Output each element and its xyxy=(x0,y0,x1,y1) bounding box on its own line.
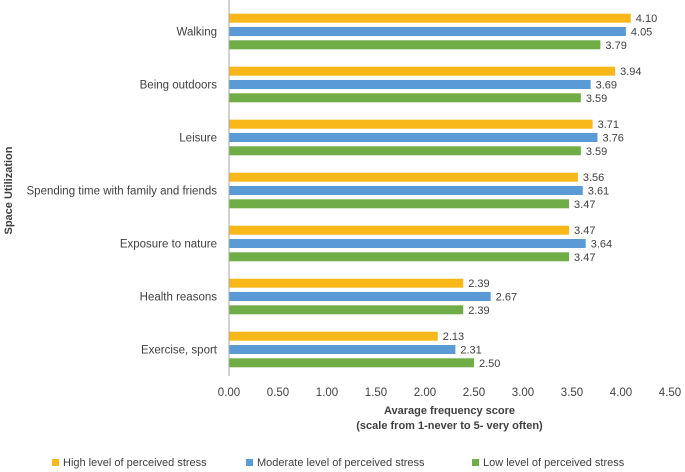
x-tick-label-7: 3.50 xyxy=(561,387,583,399)
legend-swatch-0 xyxy=(52,459,59,466)
y-axis-title: Space Utilization xyxy=(3,146,15,234)
data-label-4-1: 3.64 xyxy=(591,239,612,251)
bar-3-1 xyxy=(229,186,583,195)
data-label-0-0: 4.10 xyxy=(636,13,657,25)
legend-label-1: Moderate level of perceived stress xyxy=(257,457,425,469)
data-label-6-0: 2.13 xyxy=(443,331,464,343)
x-tick-label-2: 1.00 xyxy=(316,387,338,399)
bar-1-1 xyxy=(229,80,591,89)
x-tick-label-5: 2.50 xyxy=(463,387,485,399)
bar-1-0 xyxy=(229,66,616,76)
bar-4-0 xyxy=(229,225,570,235)
data-label-0-2: 3.79 xyxy=(605,40,626,52)
bar-5-2 xyxy=(229,305,464,315)
data-label-4-2: 3.47 xyxy=(574,252,595,264)
bar-3-0 xyxy=(229,172,578,182)
category-label-4: Exposure to nature xyxy=(120,239,217,251)
legend-swatch-2 xyxy=(472,459,479,466)
bar-0-0 xyxy=(229,13,631,23)
category-label-1: Being outdoors xyxy=(140,80,218,92)
bar-4-1 xyxy=(229,239,586,248)
data-label-5-0: 2.39 xyxy=(468,278,489,290)
x-tick-label-4: 2.00 xyxy=(414,387,436,399)
data-label-0-1: 4.05 xyxy=(631,27,652,39)
x-tick-label-0: 0.00 xyxy=(218,387,240,399)
data-label-1-2: 3.59 xyxy=(586,93,607,105)
category-label-0: Walking xyxy=(177,27,217,39)
x-axis-title-line1: Avarage frequency score xyxy=(384,405,515,417)
x-tick-label-8: 4.00 xyxy=(610,387,632,399)
data-label-2-1: 3.76 xyxy=(602,133,623,145)
x-tick-labels-group: 0.00 0.50 1.00 1.50 2.00 2.50 3.00 3.50 4.00 4.50 xyxy=(218,387,681,399)
x-tick-label-9: 4.50 xyxy=(659,387,681,399)
category-label-2: Leisure xyxy=(179,133,217,145)
data-label-3-0: 3.56 xyxy=(583,172,604,184)
data-label-2-0: 3.71 xyxy=(598,119,619,131)
bar-0-2 xyxy=(229,40,601,50)
data-label-1-0: 3.94 xyxy=(620,66,641,78)
data-label-5-2: 2.39 xyxy=(468,305,489,317)
data-labels-group: 4.104.053.793.943.693.593.713.763.593.56… xyxy=(443,13,657,370)
bar-5-1 xyxy=(229,292,491,301)
bar-3-2 xyxy=(229,199,570,209)
data-label-3-1: 3.61 xyxy=(588,186,609,198)
data-label-6-2: 2.50 xyxy=(479,358,500,370)
data-label-3-2: 3.47 xyxy=(574,199,595,211)
data-label-2-2: 3.59 xyxy=(586,146,607,158)
category-label-6: Exercise, sport xyxy=(141,345,218,357)
x-tick-label-6: 3.00 xyxy=(512,387,534,399)
legend: High level of perceived stress Moderate l… xyxy=(52,457,625,469)
bar-6-2 xyxy=(229,358,474,368)
x-tick-label-1: 0.50 xyxy=(267,387,289,399)
bar-4-2 xyxy=(229,252,570,262)
legend-label-0: High level of perceived stress xyxy=(63,457,207,469)
x-tick-label-3: 1.50 xyxy=(365,387,387,399)
bar-6-0 xyxy=(229,331,438,341)
bar-1-2 xyxy=(229,93,581,103)
bar-5-0 xyxy=(229,278,464,288)
legend-swatch-1 xyxy=(246,459,253,466)
bar-2-2 xyxy=(229,146,581,156)
bar-2-1 xyxy=(229,133,598,142)
bars-group xyxy=(229,13,631,368)
data-label-4-0: 3.47 xyxy=(574,225,595,237)
category-labels-group: Walking Being outdoors Leisure Spending tim… xyxy=(27,27,218,357)
category-label-5: Health reasons xyxy=(140,292,218,304)
x-axis-title-line2: (scale from 1-never to 5- very often) xyxy=(356,420,543,432)
data-label-1-1: 3.69 xyxy=(596,80,617,92)
bar-0-1 xyxy=(229,27,626,36)
data-label-5-1: 2.67 xyxy=(496,292,517,304)
data-label-6-1: 2.31 xyxy=(460,345,481,357)
legend-label-2: Low level of perceived stress xyxy=(483,457,625,469)
bar-6-1 xyxy=(229,345,456,354)
category-label-3: Spending time with family and friends xyxy=(27,186,218,198)
bar-2-0 xyxy=(229,119,593,129)
